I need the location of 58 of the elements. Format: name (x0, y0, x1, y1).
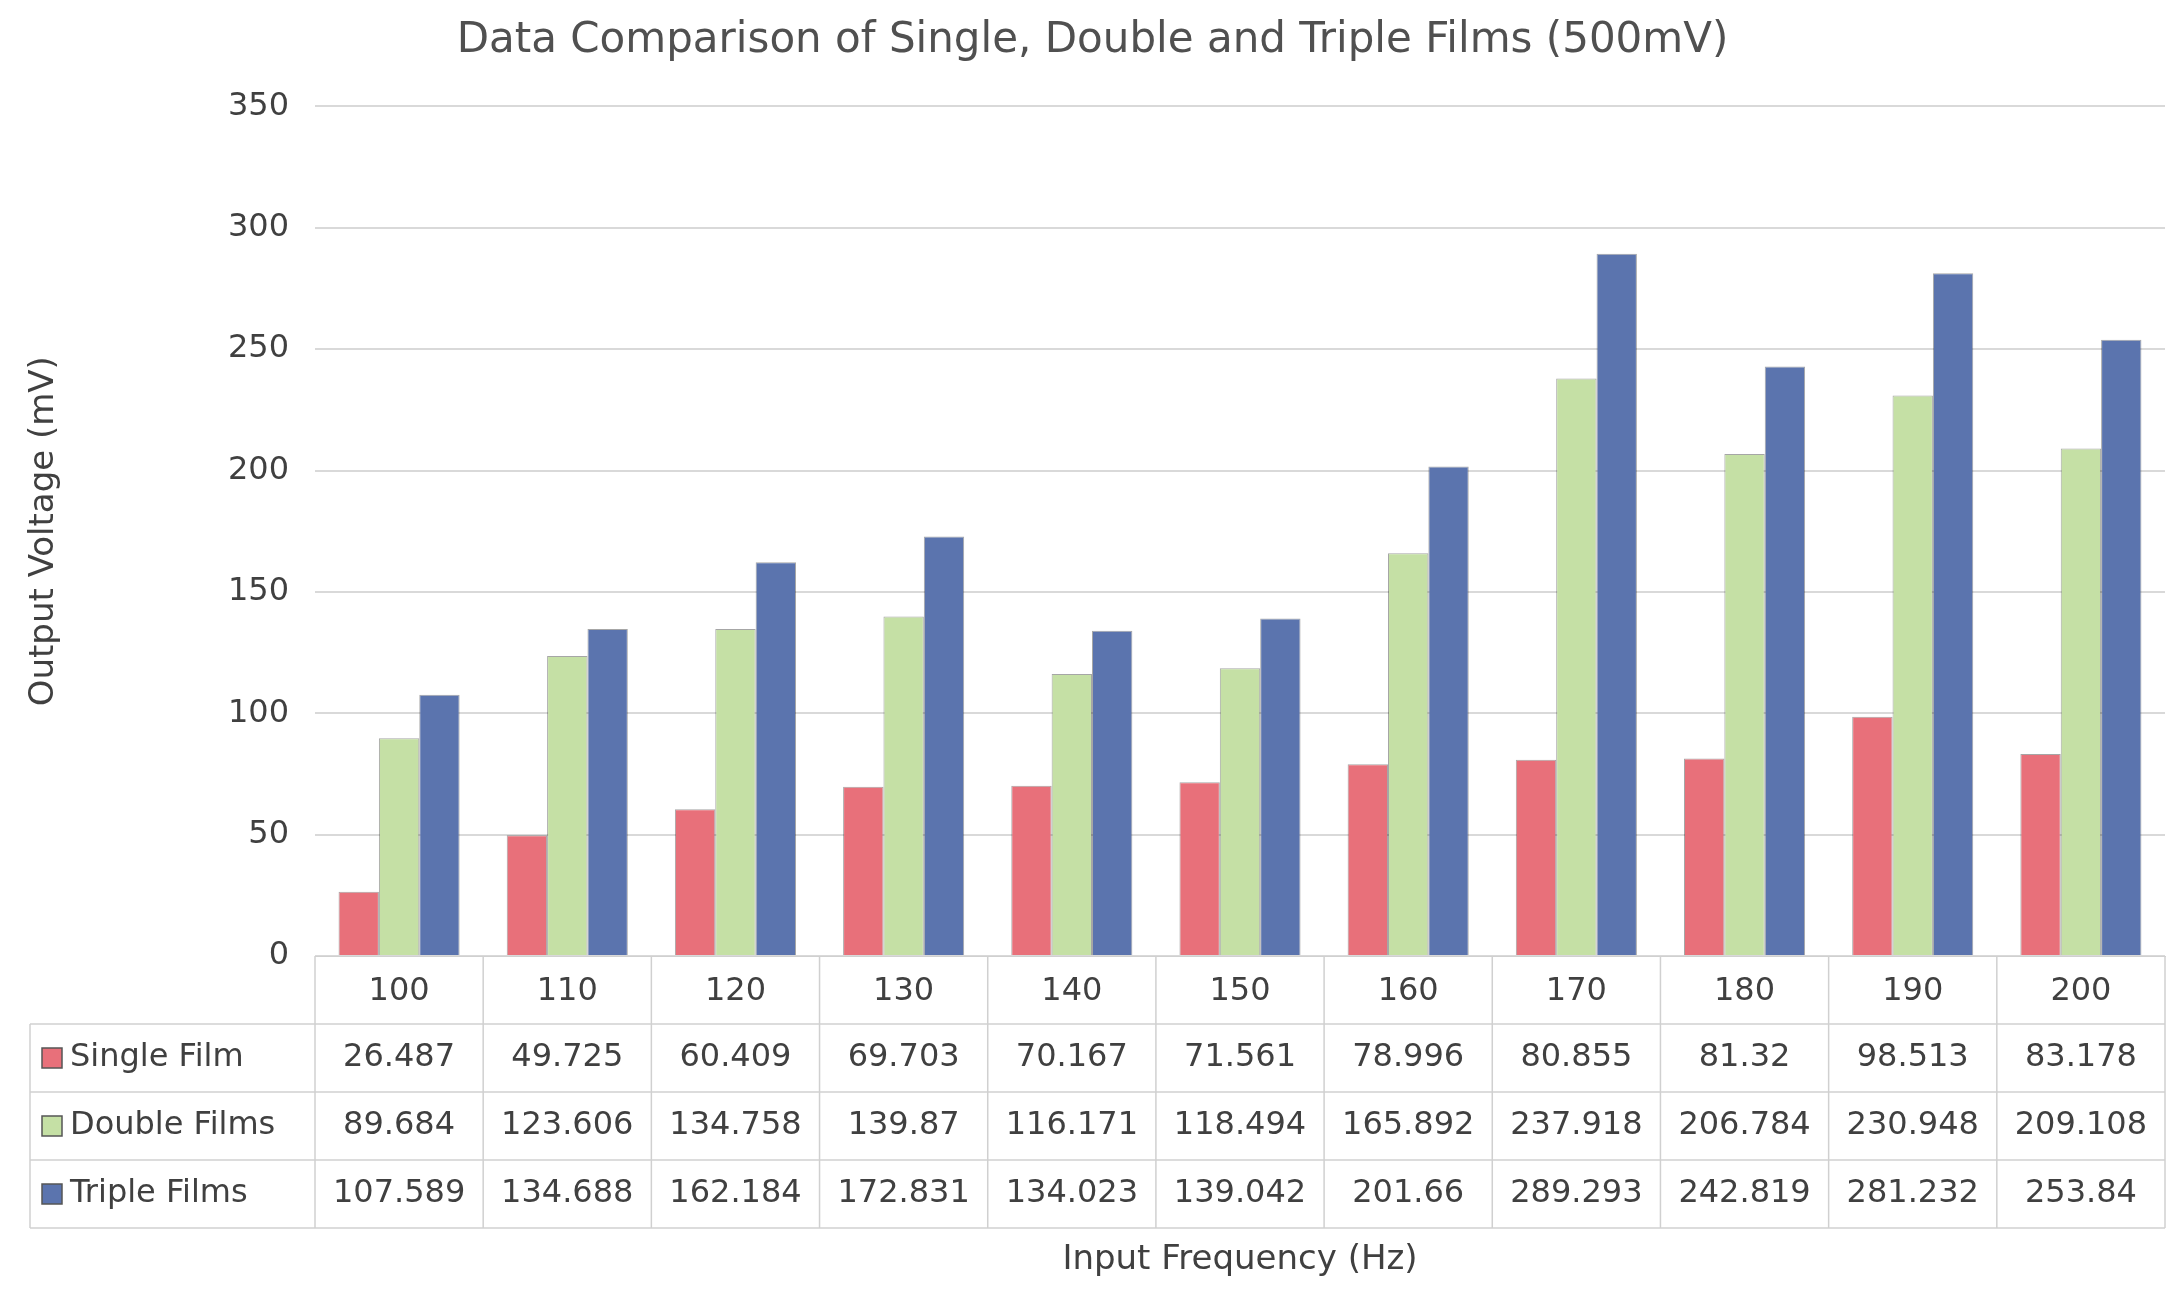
y-axis-title: Output Voltage (mV) (21, 356, 62, 707)
y-tick-label: 350 (227, 84, 289, 123)
data-label: 60.409 (679, 1036, 792, 1075)
data-label: 123.606 (501, 1104, 634, 1143)
x-tick-label: 150 (1209, 969, 1271, 1008)
data-label: 107.589 (332, 1172, 466, 1211)
x-tick-label: 170 (1545, 969, 1607, 1008)
legend-label: Single Film (70, 1036, 244, 1075)
data-label: 253.84 (2024, 1172, 2137, 1211)
text: Input Frequency (Hz) (1062, 1236, 1418, 1277)
y-tick-label: 250 (227, 327, 289, 366)
data-label: 172.831 (837, 1172, 970, 1211)
x-tick-label: 200 (2050, 969, 2112, 1008)
data-label: 81.32 (1698, 1036, 1791, 1075)
data-label: 162.184 (669, 1172, 802, 1211)
data-label: 289.293 (1510, 1172, 1643, 1211)
data-label: 209.108 (2014, 1104, 2148, 1143)
data-label: 165.892 (1342, 1104, 1475, 1143)
y-tick-label: 50 (248, 812, 289, 851)
legend-label: Double Films (70, 1104, 276, 1143)
chart-title: Data Comparison of Single, Double and Triple Films (500mV) (456, 13, 1729, 63)
data-label: 242.819 (1678, 1172, 1811, 1211)
data-label: 80.855 (1520, 1036, 1633, 1075)
x-tick-label: 100 (368, 969, 430, 1008)
x-tick-label: 140 (1041, 969, 1103, 1008)
data-label: 134.758 (669, 1104, 802, 1143)
x-tick-label: 160 (1377, 969, 1439, 1008)
x-tick-label: 180 (1714, 969, 1776, 1008)
data-label: 237.918 (1510, 1104, 1643, 1143)
data-label: 206.784 (1678, 1104, 1811, 1143)
data-label: 118.494 (1173, 1104, 1307, 1143)
y-tick-label: 150 (227, 570, 289, 609)
data-label: 89.684 (343, 1104, 456, 1143)
x-tick-label: 130 (873, 969, 935, 1008)
data-label: 116.171 (1005, 1104, 1138, 1143)
x-tick-label: 190 (1882, 969, 1944, 1008)
y-tick-label: 100 (227, 691, 289, 730)
data-label: 70.167 (1015, 1036, 1128, 1075)
data-label: 139.87 (847, 1104, 960, 1143)
x-tick-label: 110 (536, 969, 598, 1008)
x-tick-label: 120 (704, 969, 766, 1008)
data-label: 230.948 (1846, 1104, 1979, 1143)
legend-label: Triple Films (69, 1172, 248, 1211)
data-label: 134.023 (1005, 1172, 1138, 1211)
data-label: 49.725 (511, 1036, 624, 1075)
y-tick-label: 200 (227, 448, 289, 487)
data-label: 78.996 (1352, 1036, 1465, 1075)
data-label: 83.178 (2024, 1036, 2137, 1075)
data-label: 69.703 (847, 1036, 960, 1075)
y-tick-label: 300 (227, 206, 289, 245)
data-label: 139.042 (1173, 1172, 1307, 1211)
data-label: 71.561 (1184, 1036, 1296, 1075)
data-label: 134.688 (501, 1172, 634, 1211)
data-label: 98.513 (1856, 1036, 1969, 1075)
data-label: 201.66 (1352, 1172, 1465, 1211)
y-tick-label: 0 (268, 934, 289, 973)
data-label: 26.487 (343, 1036, 456, 1075)
data-label: 281.232 (1846, 1172, 1979, 1211)
